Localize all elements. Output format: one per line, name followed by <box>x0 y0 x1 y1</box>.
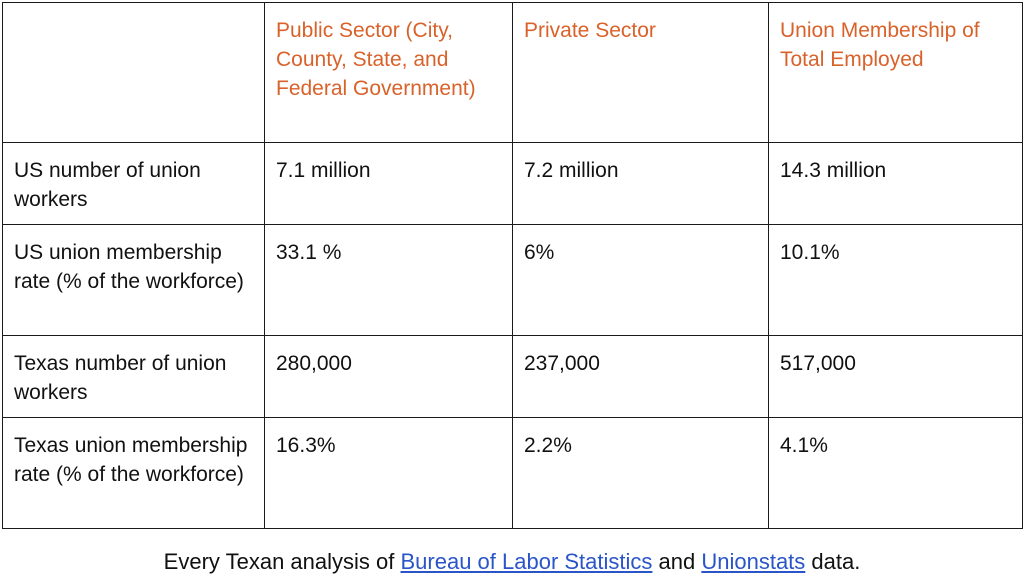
table-row: US union membership rate (% of the workf… <box>2 224 1023 336</box>
table-row: Texas union membership rate (% of the wo… <box>2 417 1023 529</box>
caption-prefix: Every Texan analysis of <box>163 549 401 574</box>
table-cell: 33.1 % <box>264 224 513 336</box>
bls-link[interactable]: Bureau of Labor Statistics <box>400 549 653 574</box>
corner-cell <box>2 2 265 143</box>
row-header: US union membership rate (% of the workf… <box>2 224 265 336</box>
table-cell: 517,000 <box>768 335 1023 418</box>
union-membership-table: Public Sector (City, County, State, and … <box>2 2 1023 529</box>
caption-middle: and <box>652 549 702 574</box>
row-header: Texas number of union workers <box>2 335 265 418</box>
source-caption: Every Texan analysis of Bureau of Labor … <box>0 547 1024 577</box>
table-cell: 4.1% <box>768 417 1023 529</box>
column-header-private-sector: Private Sector <box>512 2 769 143</box>
table-row: US number of union workers 7.1 million 7… <box>2 142 1023 225</box>
unionstats-link[interactable]: Unionstats <box>701 549 806 574</box>
table-cell: 6% <box>512 224 769 336</box>
table-header-row: Public Sector (City, County, State, and … <box>2 2 1023 143</box>
table-cell: 237,000 <box>512 335 769 418</box>
table-cell: 7.2 million <box>512 142 769 225</box>
column-header-public-sector: Public Sector (City, County, State, and … <box>264 2 513 143</box>
table-cell: 10.1% <box>768 224 1023 336</box>
table-cell: 7.1 million <box>264 142 513 225</box>
row-header: Texas union membership rate (% of the wo… <box>2 417 265 529</box>
table-cell: 280,000 <box>264 335 513 418</box>
table-cell: 16.3% <box>264 417 513 529</box>
column-header-total-employed: Union Membership of Total Employed <box>768 2 1023 143</box>
table-cell: 14.3 million <box>768 142 1023 225</box>
table-cell: 2.2% <box>512 417 769 529</box>
table-row: Texas number of union workers 280,000 23… <box>2 335 1023 418</box>
caption-suffix: data. <box>805 549 861 574</box>
row-header: US number of union workers <box>2 142 265 225</box>
